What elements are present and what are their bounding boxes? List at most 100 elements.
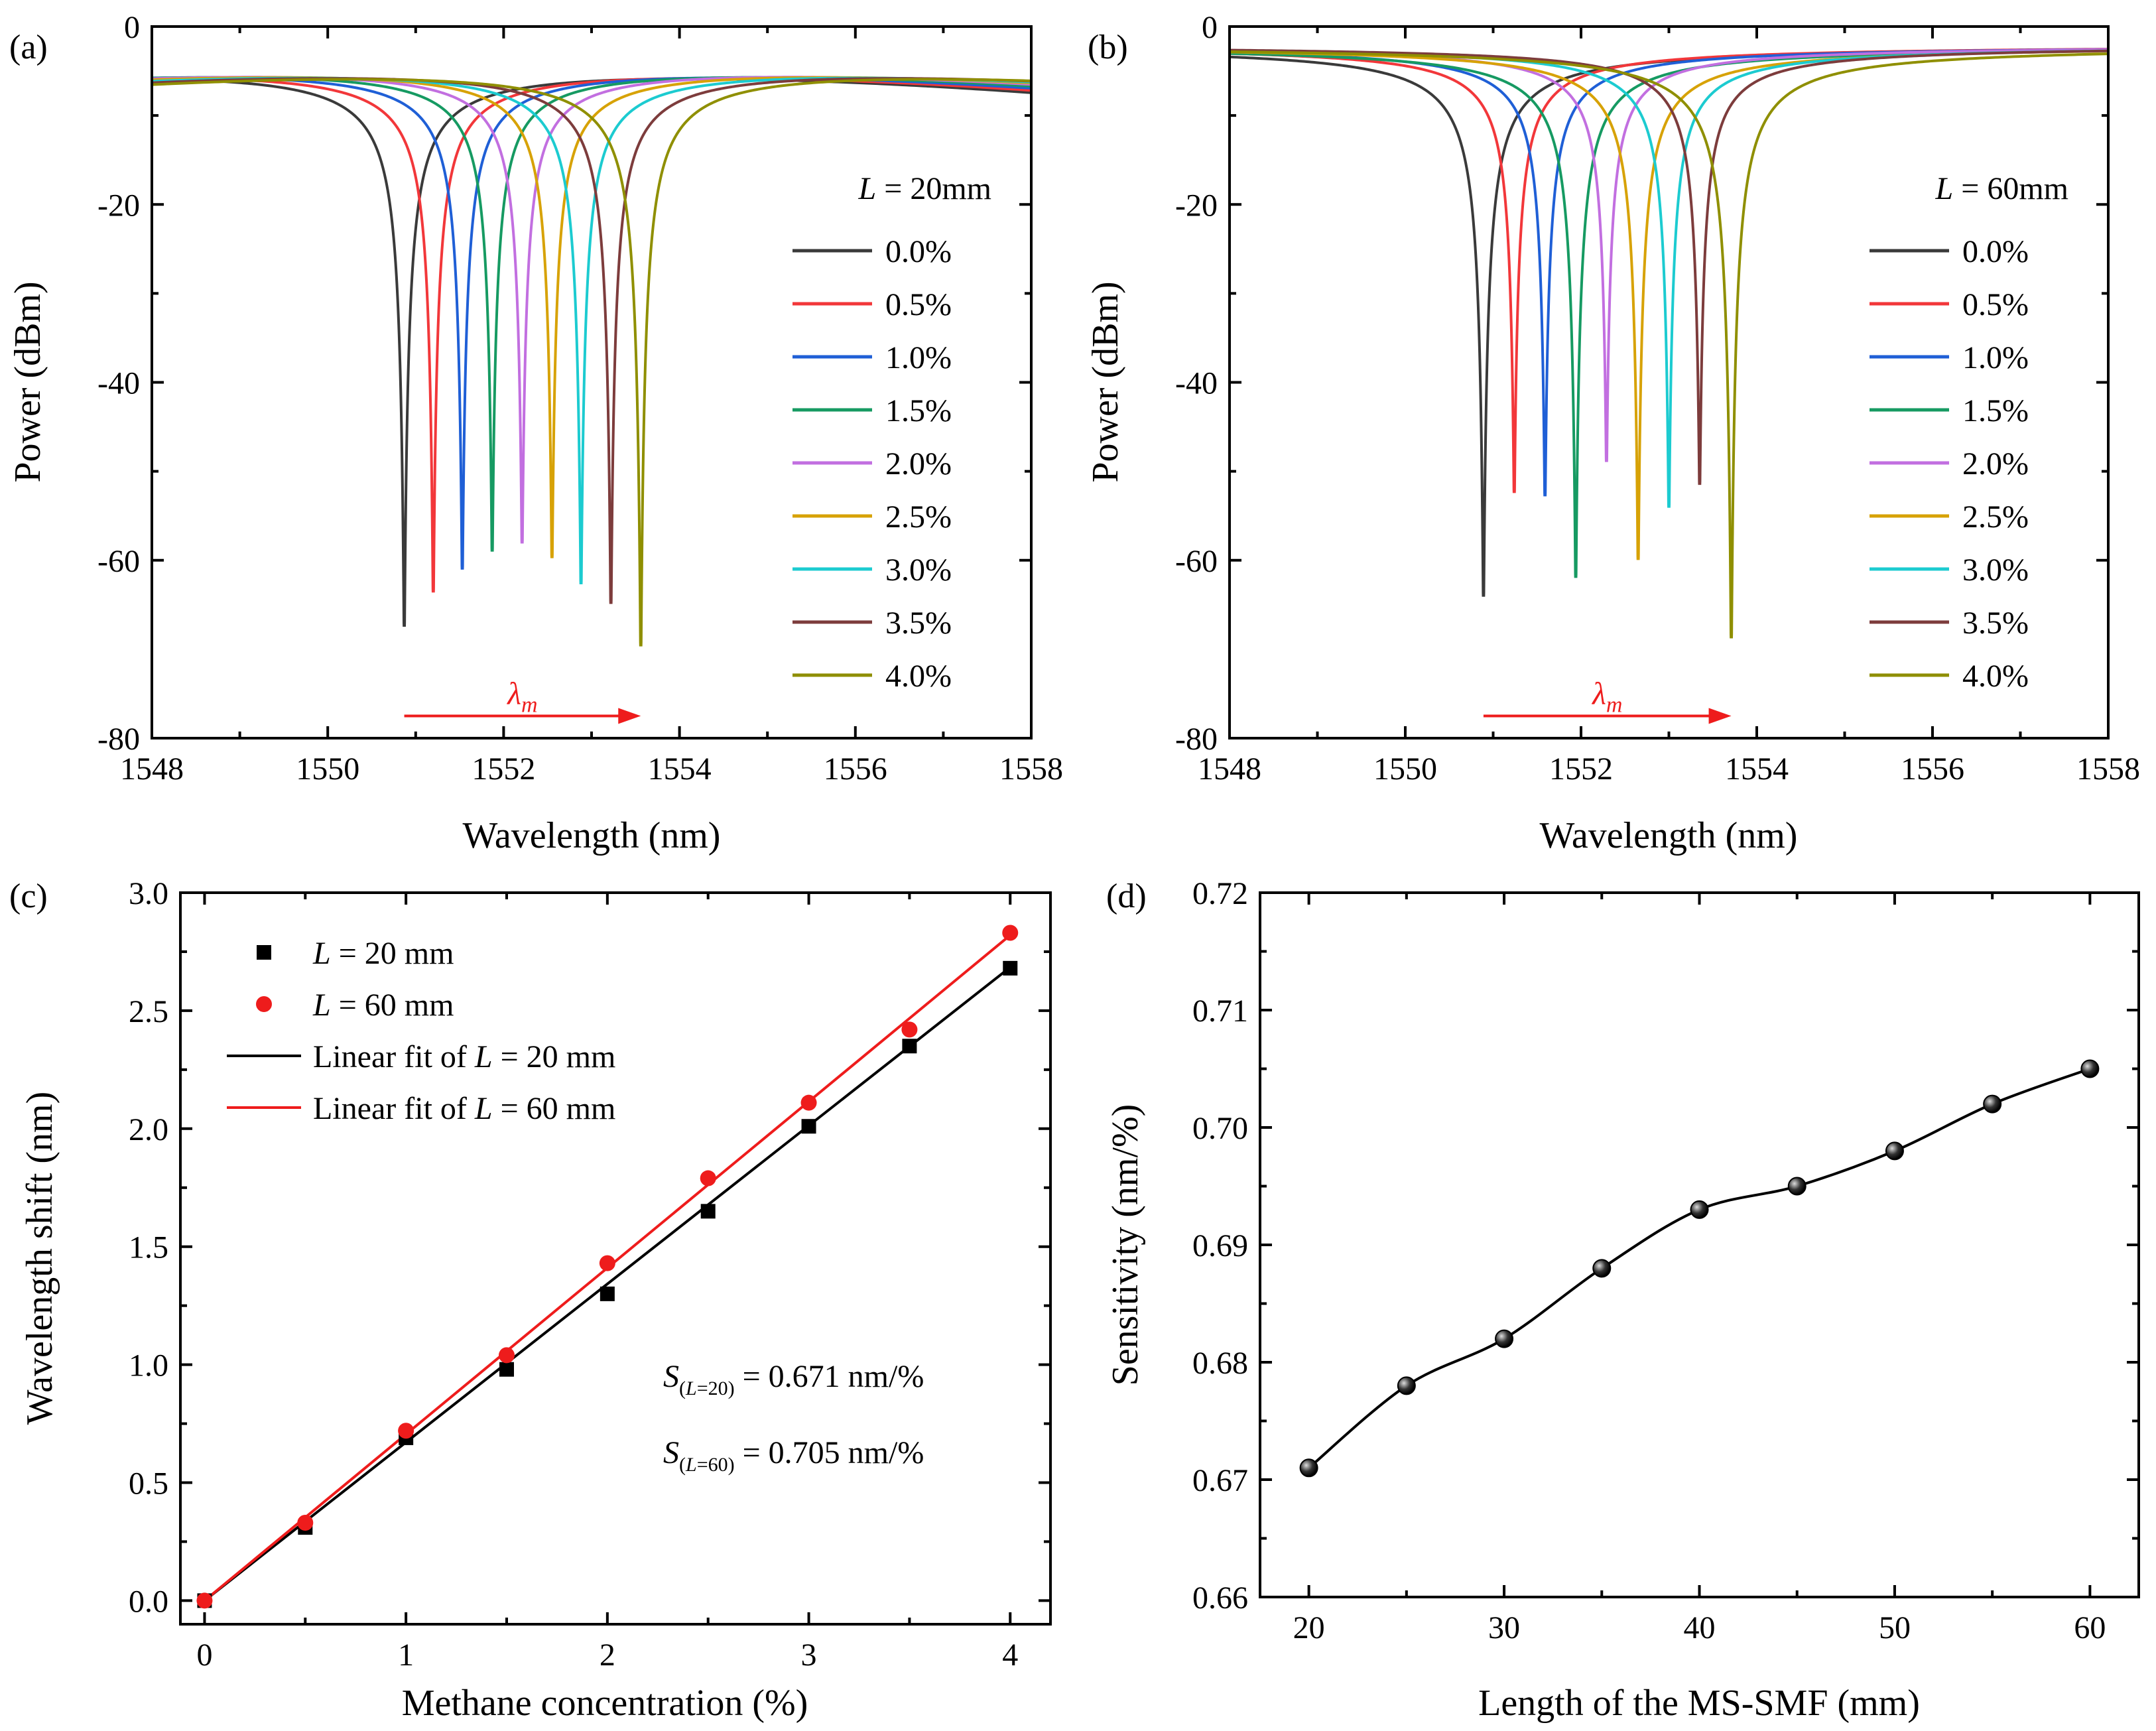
y-tick-label: 1.5 <box>129 1230 168 1265</box>
annot-sub-open: ( <box>679 1378 686 1399</box>
y-tick-label: 0.0 <box>129 1584 168 1619</box>
annot-sub-var: L <box>685 1378 697 1399</box>
point-20mm <box>499 1362 514 1377</box>
y-tick-label: -40 <box>1175 366 1218 401</box>
legend-title-eq: = 20mm <box>876 171 991 206</box>
panel-c-xlabel: Methane concentration (%) <box>402 1683 808 1724</box>
legend-pre: Linear fit of <box>313 1039 475 1074</box>
sensitivity-point <box>1690 1200 1709 1219</box>
sensitivity-point <box>1592 1259 1612 1278</box>
spectrum-4.0% <box>152 78 1031 647</box>
panel-b: (b) 1548 1550 1552 1554 1556 1558 0 -20 -40 -60 -8… <box>1085 10 2140 856</box>
x-tick-label: 1552 <box>472 751 535 787</box>
sensitivity-point <box>1787 1177 1807 1196</box>
annot-sub-rest: =20) <box>697 1378 735 1399</box>
panel-c-legend: L = 20 mm L = 60 mm Linear fit of L = 20 m… <box>227 936 615 1126</box>
panel-a-xlabel: Wavelength (nm) <box>463 815 721 856</box>
annot-sub-open: ( <box>679 1454 686 1476</box>
x-tick-label: 0 <box>196 1637 212 1673</box>
point-60mm <box>599 1255 615 1271</box>
panel-c-frame <box>179 891 1052 1626</box>
panel-d-label: (d) <box>1106 877 1147 915</box>
y-tick-label: 0.71 <box>1192 994 1248 1029</box>
legend-var: L <box>474 1039 493 1074</box>
legend-marker-square <box>257 945 271 960</box>
sensitivity-point <box>1299 1458 1318 1478</box>
x-tick-label: 1548 <box>120 751 184 787</box>
legend-label: L = 60 mm <box>312 988 454 1023</box>
legend-label: 1.0% <box>1962 340 2029 375</box>
y-tick-label: 0.66 <box>1192 1580 1248 1616</box>
x-tick-label: 20 <box>1293 1610 1325 1645</box>
legend-label: 3.5% <box>1962 606 2029 641</box>
annot-value: = 0.671 nm/% <box>735 1359 924 1394</box>
legend-label: 1.5% <box>1962 393 2029 428</box>
annot-sub-rest: =60) <box>697 1454 735 1476</box>
point-60mm <box>196 1592 213 1609</box>
legend-title: L = 20mm <box>858 171 991 206</box>
point-20mm <box>801 1119 816 1134</box>
legend-label: 3.0% <box>885 552 952 588</box>
point-20mm <box>902 1039 917 1054</box>
legend-title-var: L <box>858 171 877 206</box>
y-tick-label: -60 <box>97 544 140 579</box>
y-tick-label: -80 <box>1175 722 1218 757</box>
y-tick-label: 1.0 <box>129 1348 168 1383</box>
panel-d-xlabel: Length of the MS-SMF (mm) <box>1478 1683 1920 1724</box>
point-60mm <box>297 1515 314 1531</box>
panel-b-label: (b) <box>1088 29 1128 66</box>
x-tick-label: 1554 <box>648 751 712 787</box>
legend-label: 2.0% <box>1962 446 2029 481</box>
legend-label: 4.0% <box>885 659 952 694</box>
panel-b-axis-ticks: 1548 1550 1552 1554 1556 1558 0 -20 -40 -60 -80 <box>1175 10 2140 787</box>
panel-b-curves <box>1230 48 2108 639</box>
panel-a-legend: L = 20mm 0.0% 0.5% 1.0% 1.5% 2.0% 2.5% 3.0% 3.5%… <box>793 171 991 694</box>
panel-d-plot <box>1299 1059 2100 1478</box>
arrow-label: λm <box>1591 676 1622 717</box>
legend-label: 0.5% <box>885 287 952 322</box>
panel-d-frame <box>1259 891 2140 1598</box>
curve-group <box>152 76 1031 647</box>
x-tick-label: 1556 <box>1901 751 1964 787</box>
x-tick-label: 1550 <box>1373 751 1437 787</box>
legend-label: 2.5% <box>1962 499 2029 535</box>
arrow-head <box>618 708 641 724</box>
y-tick-label: 2.0 <box>129 1112 168 1147</box>
x-tick-label: 1558 <box>2076 751 2140 787</box>
spectrum-4.0% <box>1230 50 2108 639</box>
sensitivity-point <box>1397 1376 1416 1395</box>
y-tick-label: -20 <box>1175 188 1218 223</box>
panel-c-axis-ticks: 0 1 2 3 4 0.0 0.5 1.0 1.5 2.0 2.5 3.0 <box>129 876 1050 1673</box>
legend-label: L = 20 mm <box>312 936 454 971</box>
y-tick-label: 0.67 <box>1192 1463 1248 1498</box>
legend-label: 1.5% <box>885 393 952 428</box>
panel-a-curves <box>152 76 1031 647</box>
legend-post: = 20 mm <box>331 936 454 971</box>
legend-label: Linear fit of L = 60 mm <box>313 1091 615 1126</box>
curve-group <box>1230 48 2108 639</box>
legend-label: 2.0% <box>885 446 952 481</box>
legend-var: L <box>312 936 331 971</box>
x-tick-label: 2 <box>600 1637 615 1673</box>
x-tick-label: 1 <box>398 1637 414 1673</box>
point-60mm <box>901 1021 918 1038</box>
point-60mm <box>800 1094 817 1111</box>
sensitivity-annotation: S(L=60) = 0.705 nm/% <box>663 1435 924 1476</box>
sensitivity-curve <box>1308 1067 2091 1469</box>
arrow-label-base: λ <box>1591 676 1606 711</box>
sensitivity-annotation: S(L=20) = 0.671 nm/% <box>663 1359 924 1399</box>
panel-b-xlabel: Wavelength (nm) <box>1540 815 1798 856</box>
panel-d-axis-ticks: 20 30 40 50 60 0.66 0.67 0.68 0.69 0.70 0.71 0.72 <box>1192 876 2139 1645</box>
point-20mm <box>700 1204 716 1219</box>
panel-a-axis-ticks: 1548 1550 1552 1554 1556 1558 0 -20 -40 -60 -80 <box>97 10 1063 787</box>
annot-value: = 0.705 nm/% <box>735 1435 924 1470</box>
x-tick-label: 1552 <box>1549 751 1613 787</box>
x-tick-label: 30 <box>1488 1610 1520 1645</box>
x-tick-label: 1554 <box>1725 751 1789 787</box>
legend-title-var: L <box>1935 171 1954 206</box>
x-tick-label: 1550 <box>296 751 359 787</box>
y-tick-label: 2.5 <box>129 994 168 1029</box>
y-tick-label: 0.5 <box>129 1466 168 1502</box>
panel-d: (d) 20 30 40 50 60 0.66 0.67 0.68 0.69 0.70 0.71 0.… <box>1105 876 2140 1724</box>
